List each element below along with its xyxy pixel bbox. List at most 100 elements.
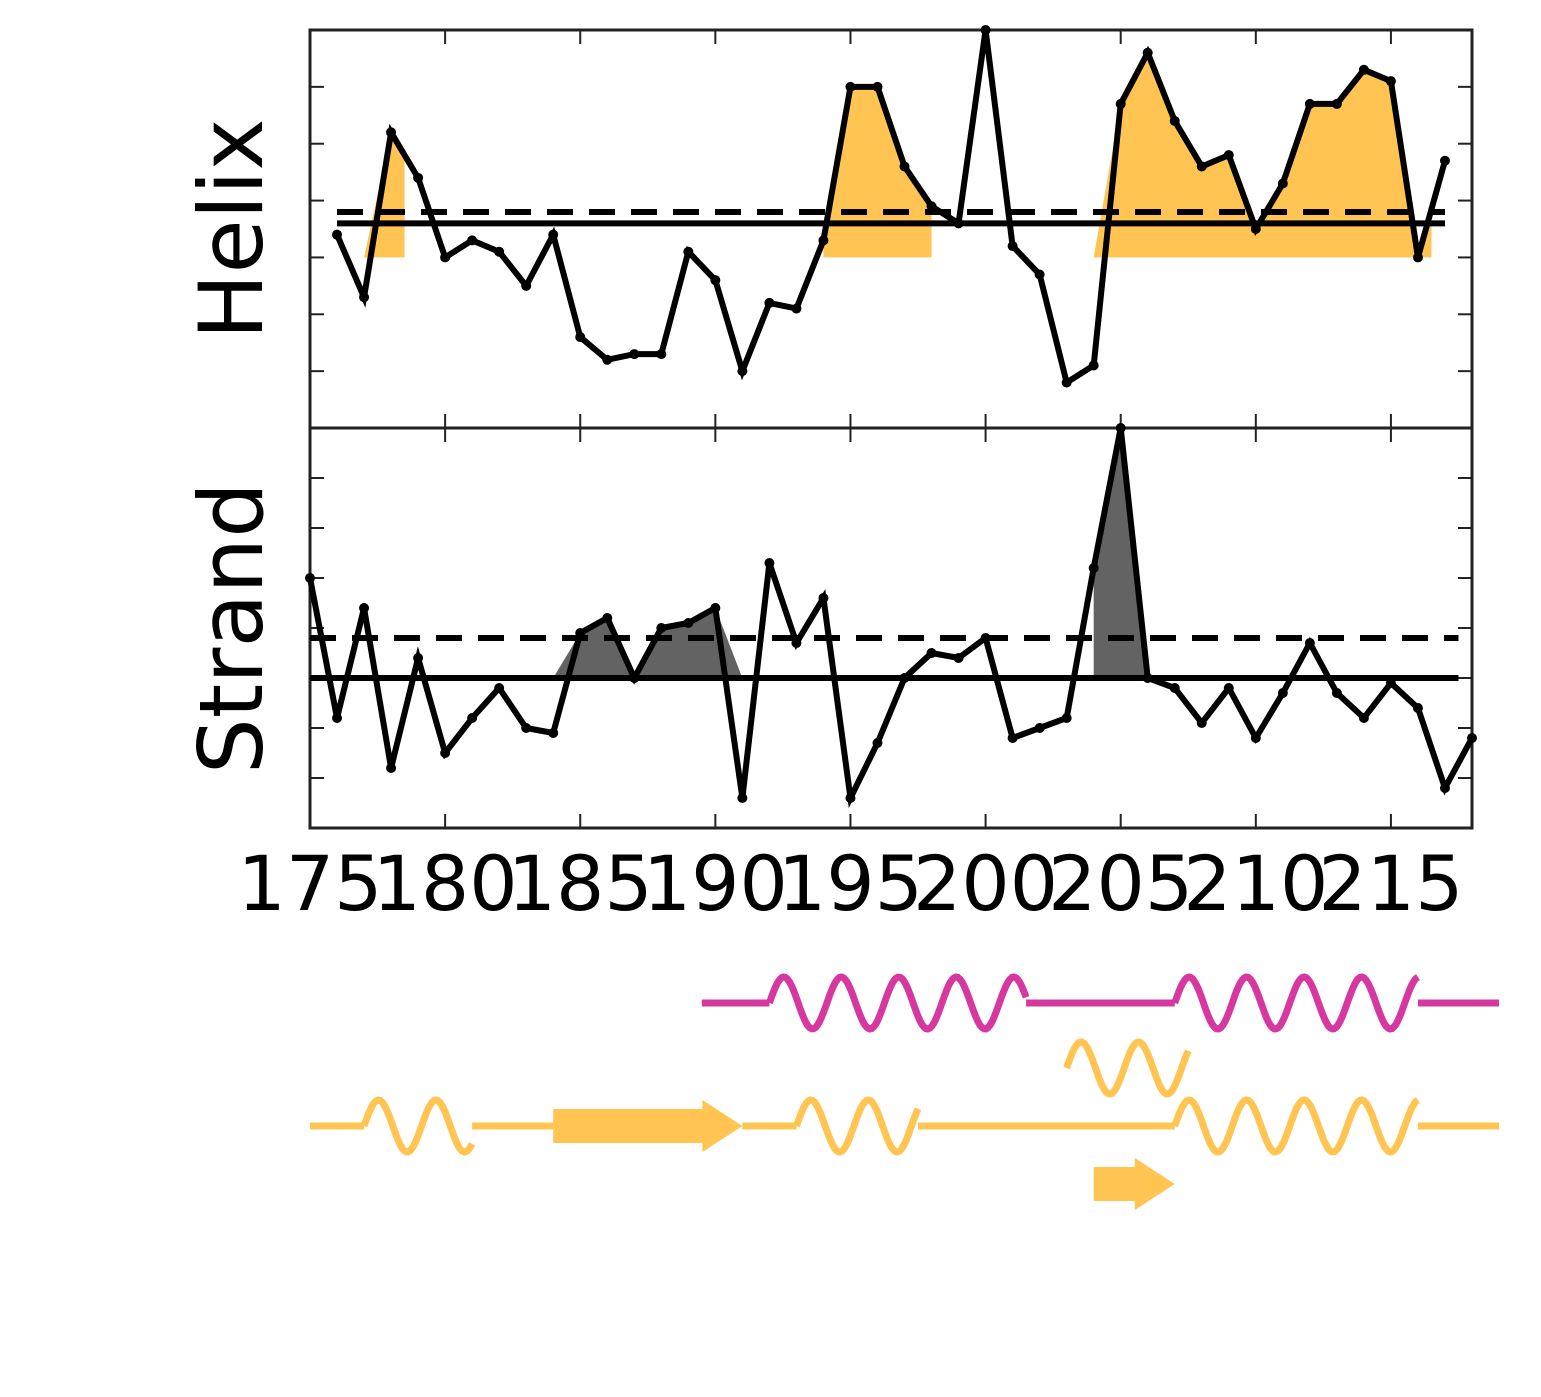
profile-line [334,29,1448,388]
data-point [1250,224,1261,234]
data-point [1223,683,1234,693]
data-point [683,246,694,257]
data-point [521,723,532,733]
data-point [548,728,559,738]
data-point [440,748,451,758]
data-point [1304,98,1315,109]
shaded-region-0-2 [1080,52,1432,258]
helix-panel: Helix [180,25,1474,430]
data-point [629,673,640,683]
panel-frame [308,426,1474,830]
data-point [575,332,586,343]
data-point [1331,688,1342,698]
y-axis-label: Strand [180,482,283,774]
data-point [980,633,991,643]
track-2-helix-7 [1171,1096,1420,1156]
data-point [1358,713,1369,723]
data-point [1412,703,1423,713]
data-point [548,229,559,240]
data-point [683,618,694,628]
data-point [1250,733,1261,743]
x-tick-label: 180 [373,839,518,928]
x-tick-label: 205 [1048,839,1193,928]
data-point [1061,713,1072,723]
x-tick-label: 210 [1183,839,1328,928]
data-point [818,235,829,246]
data-point [1142,47,1153,58]
data-point [494,683,505,693]
data-point [1196,718,1207,728]
data-point [1385,76,1396,87]
data-point [737,366,748,377]
x-tick-label: 185 [508,839,653,928]
data-point [764,558,775,568]
shaded-region-0-0 [350,132,405,258]
data-point [764,297,775,308]
data-point [1034,723,1045,733]
data-point [332,229,343,240]
data-point [953,653,964,663]
track-1-helix-0 [1063,1038,1192,1098]
data-point [521,280,532,291]
secondary-structure-tracks [310,973,1500,1210]
data-point [386,763,397,773]
data-point [953,218,964,229]
data-point [845,81,856,92]
shaded-region-1-0 [553,608,743,678]
data-point [737,793,748,803]
data-point [926,648,937,658]
data-point [1467,733,1477,743]
track-2-helix-5 [793,1096,922,1156]
data-point [332,713,343,723]
y-axis-label: Helix [180,118,283,339]
data-point [1169,115,1180,126]
data-point [413,172,424,183]
track-0-helix-1 [766,973,1030,1033]
data-point [629,349,640,360]
track-2-helix-1 [360,1096,476,1156]
data-point [1277,178,1288,189]
data-point [1358,64,1369,75]
data-point [899,161,910,172]
data-point [1061,377,1072,388]
data-point [575,628,586,638]
data-point [872,738,883,748]
data-point [656,623,667,633]
data-point [359,603,370,613]
data-point [926,201,937,212]
data-point [1304,638,1315,648]
data-point [818,593,829,603]
data-point [1034,269,1045,280]
track-3-strand-0 [1093,1158,1175,1210]
data-point [1169,683,1180,693]
data-point [602,613,613,623]
data-point [899,673,910,683]
data-point [1439,155,1450,166]
x-tick-label: 175 [237,839,382,928]
data-point [1115,423,1126,433]
data-point [1115,98,1126,109]
data-point [1439,783,1450,793]
x-tick-label: 195 [778,839,923,928]
data-point [656,349,667,360]
track-0-helix-3 [1171,973,1420,1033]
data-point [359,292,370,303]
data-point [1385,678,1396,688]
x-tick-label: 200 [913,839,1058,928]
data-point [494,246,505,257]
profile-line [307,427,1475,809]
data-point [1196,161,1207,172]
data-point [602,354,613,365]
shaded-region-1-1 [1093,428,1148,678]
data-point [710,603,721,613]
data-point [791,303,802,314]
data-point [1223,150,1234,161]
data-point [980,25,991,35]
data-point [845,793,856,803]
data-point [791,638,802,648]
x-tick-label: 215 [1318,839,1463,928]
data-point [305,573,315,583]
shaded-region-0-1 [823,86,932,258]
